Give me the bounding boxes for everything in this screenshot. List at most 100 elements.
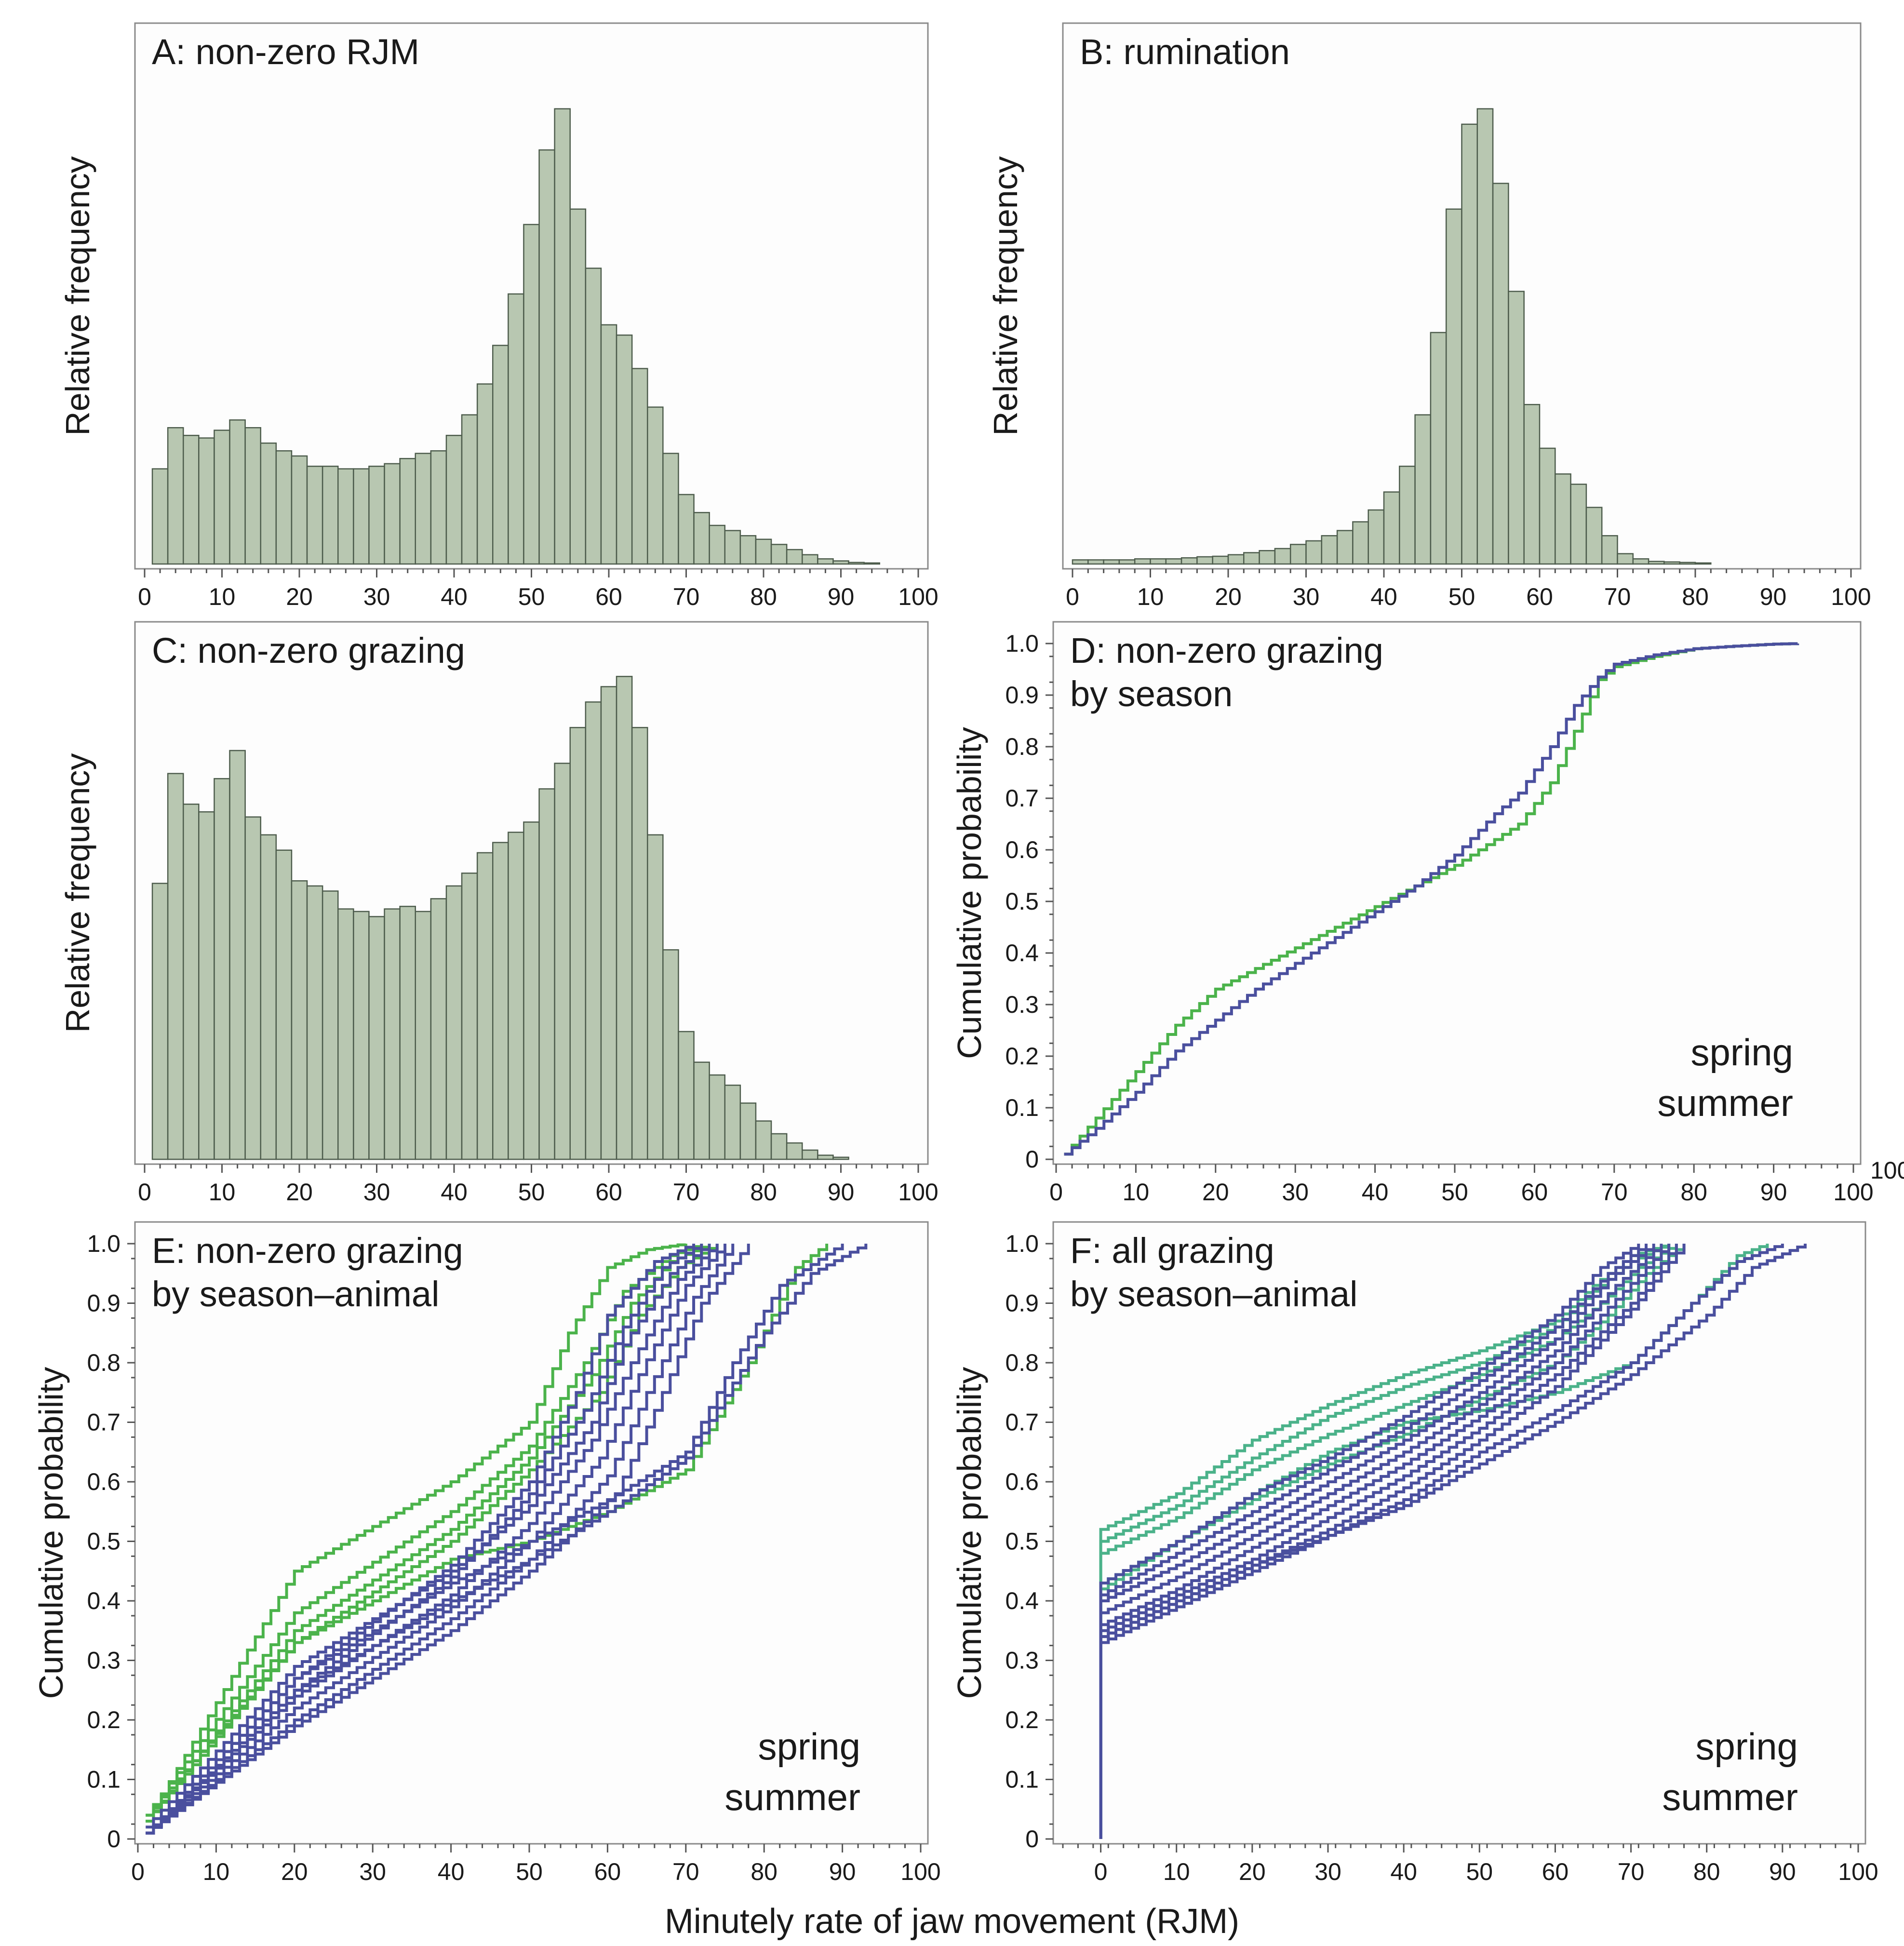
x-tick-label: 100: [1833, 1179, 1873, 1206]
histogram-bar: [863, 562, 881, 565]
histogram-bar: [817, 558, 834, 565]
series-summer-line: [1099, 1244, 1784, 1839]
histogram-bar: [554, 763, 571, 1160]
series-summer-line: [1099, 1244, 1648, 1839]
series-spring-line: [1099, 1244, 1678, 1839]
x-tick-label: 70: [1601, 1179, 1628, 1206]
x-tick-label: 100: [1831, 583, 1871, 610]
histogram-bar: [1539, 447, 1556, 565]
x-tick-label: 80: [750, 583, 777, 610]
x-tick-label: 20: [1215, 583, 1242, 610]
x-tick-label: 30: [1282, 1179, 1309, 1206]
histogram-bar: [631, 368, 648, 565]
histogram-bar: [368, 466, 385, 565]
x-tick-label: 60: [595, 583, 622, 610]
series-summer-line: [146, 1244, 711, 1829]
y-tick-label: 0.2: [87, 1706, 121, 1733]
series-summer-line: [146, 1244, 868, 1835]
global-x-axis-label: Minutely rate of jaw movement (RJM): [665, 1902, 1239, 1941]
y-tick-label: 1.0: [1005, 630, 1039, 657]
y-tick-label: 0.7: [87, 1409, 121, 1436]
panel-b: 0 10 20 30 40 50 60 70 80 90 100 B: rumination Relat…: [987, 22, 1871, 610]
series-summer-line: [1099, 1244, 1663, 1839]
histogram-bar: [1679, 562, 1696, 565]
panel-title-line2: by season–animal: [152, 1274, 439, 1314]
panel-title: E: non-zero grazing: [152, 1231, 463, 1271]
histogram-bar: [739, 1102, 757, 1160]
y-tick-label: 0.2: [1005, 1706, 1039, 1733]
y-tick-label: 1.0: [1005, 1230, 1039, 1257]
y-tick-label: 0.1: [87, 1766, 121, 1793]
legend-summer: summer: [724, 1776, 860, 1818]
y-tick-label: 0.1: [1005, 1094, 1039, 1121]
y-tick-label: 0.8: [87, 1349, 121, 1376]
x-tick-label: 40: [438, 1858, 465, 1885]
y-tick-label: 0.6: [1005, 1468, 1039, 1495]
histogram-bar: [1570, 483, 1587, 565]
histogram-bar: [461, 414, 478, 565]
x-tick-label: 90: [1760, 583, 1787, 610]
x-tick-label: 50: [1448, 583, 1475, 610]
histogram-bar: [198, 811, 215, 1160]
histogram-bar: [384, 908, 401, 1160]
histogram-bar: [461, 872, 478, 1160]
histogram-bar: [569, 208, 587, 565]
x-tick-label: 60: [595, 1179, 622, 1206]
histogram-bar: [508, 293, 524, 565]
x-tick-label: 40: [441, 1179, 468, 1206]
series-summer-line: [1099, 1244, 1671, 1839]
histogram-bar: [523, 821, 540, 1160]
histogram-bar: [399, 906, 416, 1160]
x-tick-label: 10: [1137, 583, 1164, 610]
histogram-bar: [260, 443, 277, 565]
histogram-bar: [244, 816, 261, 1160]
y-tick-label: 0.6: [87, 1468, 121, 1495]
histogram-bar: [353, 911, 370, 1160]
series-spring-line: [146, 1244, 703, 1817]
histogram-bar: [275, 450, 293, 565]
x-tick-label: 90: [1760, 1179, 1787, 1206]
histogram-bar: [724, 530, 741, 565]
x-tick-label: 70: [673, 583, 700, 610]
legend-spring: spring: [1691, 1031, 1793, 1074]
y-tick-label: 0.3: [1005, 1647, 1039, 1674]
histogram-bar: [1383, 491, 1400, 565]
x-tick-label: 80: [751, 1858, 778, 1885]
histogram-bar: [693, 512, 710, 565]
x-tick-label: 30: [363, 583, 390, 610]
histogram-bar: [802, 554, 818, 565]
histogram-bar: [569, 727, 587, 1160]
y-tick-label: 0: [107, 1825, 121, 1852]
histogram-bar: [229, 419, 246, 565]
histogram-bar: [616, 334, 633, 565]
x-tick-label: 20: [281, 1858, 308, 1885]
legend-spring: spring: [758, 1725, 860, 1768]
histogram-bar: [739, 535, 757, 565]
histogram-bar: [1227, 554, 1245, 565]
x-tick-label: 0: [1094, 1858, 1108, 1885]
histogram-bar: [306, 466, 323, 565]
histogram-bar: [291, 455, 308, 565]
histogram-bar: [1087, 559, 1104, 565]
histogram-bar: [585, 701, 602, 1160]
histogram-bar: [306, 885, 323, 1160]
x-tick-label: 60: [1542, 1858, 1569, 1885]
y-tick-label: 0.8: [1005, 1349, 1039, 1376]
x-tick-label: 100: [900, 1858, 940, 1885]
y-tick-label: 0.9: [1005, 1290, 1039, 1317]
histogram-bar: [1212, 555, 1229, 565]
x-tick-label: 0: [138, 1179, 151, 1206]
legend-spring: spring: [1696, 1725, 1798, 1768]
y-tick-label: 0.5: [87, 1528, 121, 1555]
histogram-bar: [214, 429, 230, 565]
x-tick-label: 100: [898, 1179, 938, 1206]
histogram-bar: [724, 1085, 741, 1160]
series-summer-line: [146, 1244, 844, 1835]
panel-title-line2: by season–animal: [1070, 1274, 1357, 1314]
y-tick-label: 0.2: [1005, 1043, 1039, 1070]
panel-c: 0 10 20 30 40 50 60 70 80 90 100 C: non-zero grazin…: [59, 621, 939, 1206]
histogram-bar: [755, 538, 772, 565]
x-tick-label: 50: [518, 583, 545, 610]
histogram-bar: [1632, 558, 1649, 565]
histogram-bar: [647, 406, 664, 565]
